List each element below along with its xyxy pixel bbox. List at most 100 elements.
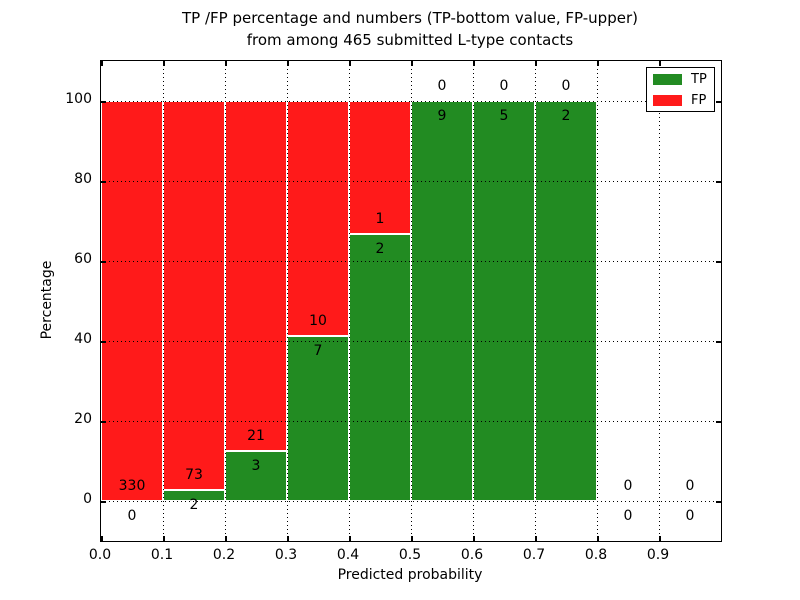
bar-segment-tp (349, 234, 411, 501)
gridline-vertical (473, 61, 474, 541)
bar-count-label-tp: 7 (313, 343, 323, 360)
x-tick-label: 0.8 (584, 547, 608, 563)
x-tick-mark (225, 61, 227, 66)
grid-layer (101, 61, 721, 541)
x-tick-mark (659, 61, 661, 66)
bar-count-label-fp: 0 (623, 478, 633, 494)
bar-count-label-fp: 10 (309, 313, 327, 330)
x-tick-label: 0.9 (646, 547, 670, 563)
gridline-vertical (411, 61, 412, 541)
legend-row-tp: TP (647, 69, 714, 90)
y-tick-mark (716, 421, 721, 423)
gridline-vertical (597, 61, 598, 541)
x-tick-mark (659, 536, 661, 541)
plot-area: 330 0 73 2 21 3 10 7 1 2 0 9 0 5 0 2 0 0 0 0 (100, 60, 722, 542)
y-tick-label: 100 (65, 91, 92, 107)
x-tick-label: 0.0 (88, 547, 112, 563)
y-tick-mark (716, 101, 721, 103)
bar-segment-fp (287, 101, 349, 337)
y-tick-label: 80 (74, 171, 92, 187)
gridline-vertical (535, 61, 536, 541)
bar-segment-fp (225, 101, 287, 451)
x-tick-mark (597, 536, 599, 541)
bar-count-label-tp: 0 (623, 508, 633, 524)
bar-segment-tp (535, 101, 597, 501)
legend-row-fp: FP (647, 90, 714, 111)
legend: TP FP (646, 67, 715, 112)
x-tick-mark (411, 536, 413, 541)
x-axis-label: Predicted probability (337, 567, 483, 583)
bar-count-label-fp: 0 (499, 78, 509, 94)
y-tick-label: 40 (74, 331, 92, 347)
x-tick-mark (473, 61, 475, 66)
bar-segment-fp (101, 101, 163, 501)
fp-swatch-icon (653, 94, 682, 106)
y-tick-mark (101, 181, 106, 183)
x-tick-mark (101, 536, 103, 541)
bar-segment-fp (349, 101, 411, 235)
ticks-layer (101, 61, 721, 541)
x-tick-label: 0.7 (522, 547, 546, 563)
y-tick-label: 0 (83, 491, 92, 507)
y-tick-mark (101, 341, 106, 343)
x-tick-mark (101, 61, 103, 66)
x-tick-mark (411, 61, 413, 66)
bar-count-label-tp: 0 (685, 508, 695, 524)
bar-segment-tp (411, 101, 473, 501)
x-tick-mark (535, 536, 537, 541)
bar-labels-layer: 330 0 73 2 21 3 10 7 1 2 0 9 0 5 0 2 0 0 0 0 (101, 61, 721, 541)
bar-count-label-tp: 2 (189, 497, 199, 514)
y-tick-label: 20 (74, 411, 92, 427)
x-tick-label: 0.2 (212, 547, 236, 563)
bar-count-label-tp: 0 (127, 508, 137, 524)
chart-title: TP /FP percentage and numbers (TP-bottom… (100, 7, 720, 51)
bar-count-label-fp: 73 (185, 467, 203, 484)
bar-count-label-tp: 5 (499, 108, 509, 124)
gridline-vertical (225, 61, 226, 541)
y-tick-label: 60 (74, 251, 92, 267)
gridline-vertical (659, 61, 660, 541)
bar-count-label-fp: 0 (437, 78, 447, 94)
x-tick-mark (287, 61, 289, 66)
bar-count-label-tp: 3 (251, 458, 261, 474)
x-tick-mark (225, 536, 227, 541)
gridline-vertical (349, 61, 350, 541)
gridline-vertical (287, 61, 288, 541)
gridline-vertical (163, 61, 164, 541)
chart-title-line1: TP /FP percentage and numbers (TP-bottom… (182, 9, 638, 27)
y-tick-mark (716, 501, 721, 503)
x-tick-mark (535, 61, 537, 66)
bar-count-label-fp: 0 (561, 78, 571, 94)
x-tick-mark (287, 536, 289, 541)
y-tick-mark (716, 261, 721, 263)
y-tick-mark (101, 101, 106, 103)
y-tick-mark (101, 501, 106, 503)
x-tick-mark (473, 536, 475, 541)
bar-count-label-tp: 2 (375, 241, 385, 258)
chart-title-line2: from among 465 submitted L-type contacts (246, 31, 574, 49)
y-tick-mark (101, 421, 106, 423)
y-axis-label: Percentage (39, 260, 55, 340)
bar-count-label-tp: 9 (437, 108, 447, 124)
x-tick-mark (163, 61, 165, 66)
x-tick-label: 0.1 (150, 547, 174, 563)
bar-segment-tp (225, 451, 287, 501)
bars-layer (101, 61, 721, 541)
x-tick-mark (349, 536, 351, 541)
bar-count-label-fp: 330 (118, 478, 146, 494)
bar-count-label-tp: 2 (561, 108, 571, 124)
legend-label-fp: FP (691, 92, 707, 108)
bar-count-label-fp: 21 (247, 428, 265, 444)
y-tick-mark (101, 261, 106, 263)
x-tick-mark (349, 61, 351, 66)
bar-count-label-fp: 1 (375, 211, 385, 228)
x-tick-mark (163, 536, 165, 541)
x-tick-label: 0.5 (398, 547, 422, 563)
y-tick-mark (716, 181, 721, 183)
x-tick-label: 0.6 (460, 547, 484, 563)
bar-count-label-fp: 0 (685, 478, 695, 494)
x-tick-label: 0.3 (274, 547, 298, 563)
legend-label-tp: TP (691, 71, 707, 87)
tp-swatch-icon (653, 73, 682, 85)
